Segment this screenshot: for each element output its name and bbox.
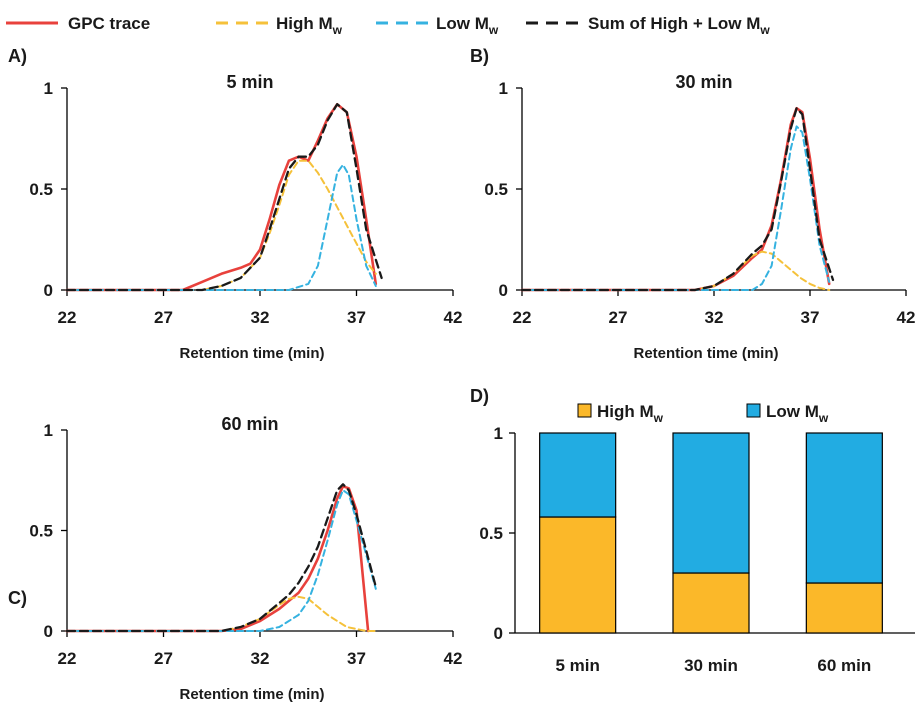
y-tick-label: 0	[44, 281, 53, 300]
y-tick-label: 0	[44, 622, 53, 641]
bar-low-mw-30-min	[672, 432, 750, 574]
panel-label: D)	[470, 386, 489, 406]
x-tick-label: 27	[154, 649, 173, 668]
series-line-sum-of-high-low-mw	[65, 483, 377, 633]
series-line-high-mw	[66, 595, 377, 632]
panel-c: C) 60 min 0 0.5 1 22 27 32 37 42 Retention time (m…	[8, 414, 462, 703]
x-tick-label: 22	[58, 308, 77, 327]
y-tick-label: 0.5	[484, 180, 508, 199]
x-tick-label: 42	[444, 649, 463, 668]
panel-a: A) 5 min 0 0.5 1 22 27 32 37 42 Retention time (mi…	[8, 46, 462, 362]
x-axis-label: Retention time (min)	[180, 686, 325, 703]
series-line-high-mw	[66, 159, 377, 291]
legend-label-sum: Sum of High + Low Mw	[588, 14, 770, 37]
x-tick-label: 37	[347, 308, 366, 327]
bar-high-mw-60-min	[805, 582, 883, 634]
y-tick-label: 0.5	[479, 524, 503, 543]
bar-high-mw-5-min	[539, 516, 617, 634]
x-tick-label: 37	[801, 308, 820, 327]
x-tick-label: 22	[58, 649, 77, 668]
panel-d: D) 0 0.5 1 High Mw Low Mw 5 min 30 min 60 min	[470, 386, 915, 675]
legend-top: GPC trace High Mw Low Mw Sum of High + L…	[6, 14, 770, 37]
legend-swatch-high-mw	[577, 403, 592, 418]
x-tick-label: 32	[251, 649, 270, 668]
chart-title: 30 min	[675, 72, 732, 92]
legend-label-high-mw: High Mw	[597, 402, 664, 425]
chart-title: 5 min	[226, 72, 273, 92]
panel-b: B) 30 min 0 0.5 1 22 27 32 37 42 Retention time (m…	[470, 46, 915, 362]
x-tick-label: 42	[444, 308, 463, 327]
x-axis-label: Retention time (min)	[180, 345, 325, 362]
bar-low-mw-60-min	[805, 432, 883, 584]
series-line-gpc-trace	[65, 102, 378, 292]
x-tick-label: 22	[513, 308, 532, 327]
legend-swatch-low-mw	[746, 403, 761, 418]
x-tick-label: 37	[347, 649, 366, 668]
y-tick-label: 0.5	[29, 522, 53, 541]
series-line-low-mw	[521, 125, 831, 291]
series-line-sum-of-high-low-mw	[65, 103, 383, 292]
panel-label: C)	[8, 588, 27, 608]
chart-title: 60 min	[221, 414, 278, 434]
x-axis-label: Retention time (min)	[634, 345, 779, 362]
legend-label-low-mw: Low Mw	[766, 402, 829, 425]
series-line-low-mw	[66, 489, 377, 632]
y-tick-label: 1	[44, 421, 53, 440]
y-tick-label: 0	[499, 281, 508, 300]
x-tick-label: 42	[897, 308, 916, 327]
x-tick-label: 27	[609, 308, 628, 327]
panel-label: B)	[470, 46, 489, 66]
x-tick-label: 32	[705, 308, 724, 327]
bar-high-mw-30-min	[672, 572, 750, 634]
legend-label-low: Low Mw	[436, 14, 499, 37]
y-tick-label: 1	[494, 424, 503, 443]
x-tick-label: 27	[154, 308, 173, 327]
y-tick-label: 1	[44, 79, 53, 98]
y-tick-label: 1	[499, 79, 508, 98]
x-tick-label: 30 min	[684, 656, 738, 675]
x-tick-label: 60 min	[817, 656, 871, 675]
y-tick-label: 0.5	[29, 180, 53, 199]
legend-label-high: High Mw	[276, 14, 343, 37]
series-line-gpc-trace	[65, 485, 370, 633]
series-line-low-mw	[66, 163, 377, 291]
series-line-high-mw	[521, 250, 831, 291]
bar-low-mw-5-min	[539, 432, 617, 518]
x-tick-label: 32	[251, 308, 270, 327]
legend-label-gpc: GPC trace	[68, 14, 150, 33]
x-tick-label: 5 min	[555, 656, 599, 675]
y-tick-label: 0	[494, 624, 503, 643]
panel-label: A)	[8, 46, 27, 66]
series-line-sum-of-high-low-mw	[520, 107, 835, 292]
